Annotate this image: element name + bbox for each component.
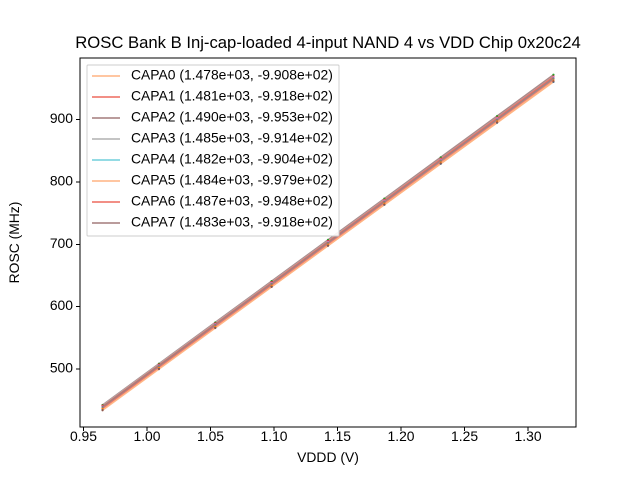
svg-text:CAPA2 (1.490e+03, -9.953e+02): CAPA2 (1.490e+03, -9.953e+02) <box>131 109 333 125</box>
svg-text:CAPA1 (1.481e+03, -9.918e+02): CAPA1 (1.481e+03, -9.918e+02) <box>131 88 333 104</box>
svg-text:CAPA4 (1.482e+03, -9.904e+02): CAPA4 (1.482e+03, -9.904e+02) <box>131 151 333 167</box>
svg-text:1.10: 1.10 <box>261 428 288 444</box>
svg-text:CAPA6 (1.487e+03, -9.948e+02): CAPA6 (1.487e+03, -9.948e+02) <box>131 193 333 209</box>
svg-text:1.25: 1.25 <box>451 428 478 444</box>
svg-text:1.20: 1.20 <box>388 428 415 444</box>
svg-text:900: 900 <box>50 110 73 126</box>
svg-text:CAPA5 (1.484e+03, -9.979e+02): CAPA5 (1.484e+03, -9.979e+02) <box>131 172 333 188</box>
svg-text:1.05: 1.05 <box>197 428 224 444</box>
svg-text:ROSC (MHz): ROSC (MHz) <box>6 202 22 284</box>
svg-text:CAPA0 (1.478e+03, -9.908e+02): CAPA0 (1.478e+03, -9.908e+02) <box>131 67 333 83</box>
svg-text:700: 700 <box>50 235 73 251</box>
svg-text:800: 800 <box>50 172 73 188</box>
svg-text:0.95: 0.95 <box>70 428 97 444</box>
svg-text:600: 600 <box>50 297 73 313</box>
svg-text:ROSC Bank B Inj-cap-loaded 4-i: ROSC Bank B Inj-cap-loaded 4-input NAND … <box>75 33 580 52</box>
svg-text:500: 500 <box>50 360 73 376</box>
svg-text:1.15: 1.15 <box>324 428 351 444</box>
svg-text:CAPA7 (1.483e+03, -9.918e+02): CAPA7 (1.483e+03, -9.918e+02) <box>131 214 333 230</box>
svg-text:1.00: 1.00 <box>133 428 160 444</box>
svg-text:CAPA3 (1.485e+03, -9.914e+02): CAPA3 (1.485e+03, -9.914e+02) <box>131 130 333 146</box>
svg-text:1.30: 1.30 <box>515 428 542 444</box>
svg-text:VDDD (V): VDDD (V) <box>297 449 359 465</box>
